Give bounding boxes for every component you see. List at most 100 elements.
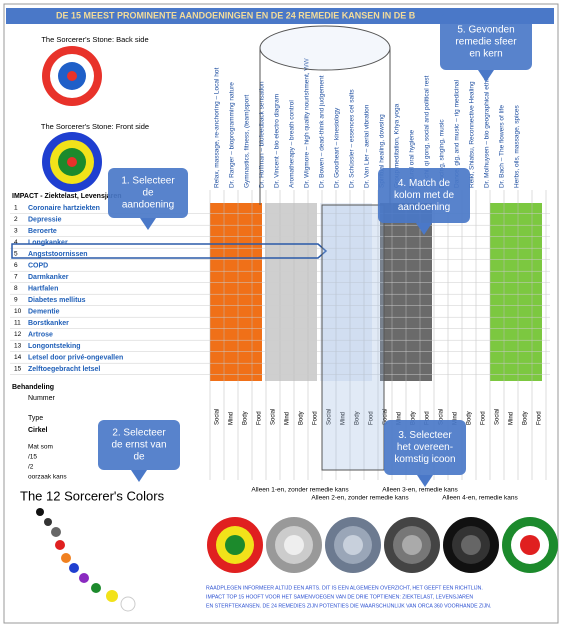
remedy-header: Dr. Wigmore – high quality nourishment, … — [304, 57, 311, 188]
column-block — [210, 203, 262, 381]
disease: Beroerte — [28, 228, 57, 235]
callout — [378, 168, 470, 223]
disease: Dementie — [28, 308, 60, 315]
callout-pointer — [417, 475, 433, 487]
sum-label: oorzaak kans — [28, 474, 67, 481]
callout-pointer — [478, 70, 494, 82]
type-label: Body — [523, 411, 529, 425]
stone-front — [42, 132, 102, 192]
type-label: Food — [313, 411, 319, 425]
callout-text: en kern — [469, 49, 502, 60]
disease: Hartfalen — [28, 285, 58, 292]
type-label: Food — [369, 411, 375, 425]
column-block — [490, 203, 542, 381]
type-label: Body — [467, 411, 473, 425]
type-label: Social — [383, 409, 389, 425]
cylinder — [259, 25, 391, 471]
row-number: 11 — [14, 320, 21, 327]
callout — [440, 14, 532, 70]
callout-text: 5. Gevonden — [457, 25, 514, 36]
type-label: Mind — [285, 412, 291, 425]
remedy-header: Natural oral hygiene — [409, 129, 416, 188]
circle-label: Alleen 3-en, remedie kans — [382, 487, 458, 494]
type-label: Body — [411, 411, 417, 425]
remedy-header: Aromatherapy – breath control — [289, 100, 296, 188]
remedy-header: Dr. Vincent – bio electro diagram — [274, 94, 281, 188]
callout-text: de — [142, 188, 154, 199]
callout-text: komstig icoon — [394, 454, 455, 465]
type-label: Food — [481, 411, 487, 425]
callout-text: 4. Match de — [398, 178, 451, 189]
remedy-header: Dr. Goodheart – kinesiology — [334, 107, 341, 188]
remedy-header: Spiritual healing, dowsing — [379, 114, 386, 188]
row-number: 1 — [14, 205, 18, 212]
disease: Letsel door privé-ongevallen — [28, 354, 123, 361]
remedy-header: Dance, gig, and music – rig medicinal — [454, 79, 461, 188]
type-label: Body — [355, 411, 361, 425]
type-label: Mind — [229, 412, 235, 425]
disease: Depressie — [28, 216, 62, 223]
remedy-header: Dr. Schüssler – essences cel salts — [349, 89, 356, 188]
callout — [384, 420, 466, 475]
sum-label: /2 — [28, 464, 34, 471]
remedy-circle — [225, 535, 245, 555]
type-label: Mind — [341, 412, 347, 425]
remedy-header: Gymnastics, fitness, (team)sport — [244, 95, 251, 188]
callout-pointer — [140, 218, 156, 230]
callout-text: remedie sfeer — [455, 37, 517, 48]
callout-text: 2. Selecteer — [112, 428, 166, 439]
sum-label: /15 — [28, 454, 37, 461]
row-number: 2 — [14, 216, 18, 223]
sum-label: Mat som — [28, 444, 53, 451]
disease: Zelftoegebracht letsel — [28, 366, 100, 373]
disease: Darmkanker — [28, 274, 69, 281]
type-label: Food — [257, 411, 263, 425]
row-number: 13 — [14, 343, 22, 350]
title: DE 15 MEEST PROMINENTE AANDOENINGEN EN D… — [56, 10, 416, 20]
column-block — [435, 203, 487, 381]
remedy-circle — [284, 535, 304, 555]
remedy-header: Herbs, oils, massage, spices — [514, 105, 521, 188]
table: Relax, massage, re-anchoring – Local hot… — [10, 57, 550, 481]
remedy-header: Dr. Bowen – dead-think and judgement — [319, 75, 326, 188]
disease: Diabetes mellitus — [28, 297, 86, 304]
disease: Longontsteking — [28, 343, 81, 350]
disease: Longkanker — [28, 239, 68, 246]
column-block — [320, 203, 372, 381]
remedy-header: Relax, massage, re-anchoring – Local hot — [214, 67, 221, 188]
row-number: 9 — [14, 297, 18, 304]
row-label: Type — [28, 415, 43, 422]
callout — [108, 168, 188, 218]
type-label: Social — [495, 409, 501, 425]
type-label: Social — [271, 409, 277, 425]
circle-label: Alleen 4-en, remedie kans — [442, 495, 518, 502]
callout-text: het overeen- — [397, 442, 453, 453]
type-label: Body — [299, 411, 305, 425]
row-number: 6 — [14, 262, 18, 269]
disease: Artrose — [28, 331, 53, 338]
remedy-header: Group meditation, Kriya yoga — [394, 103, 401, 188]
type-label: Mind — [397, 412, 403, 425]
row-number: 8 — [14, 285, 18, 292]
type-label: Food — [537, 411, 543, 425]
remedy-header: Tai chi, qi gong, social and political r… — [424, 75, 431, 188]
remedy-header: Reiki, Shiatsu, Reconnective Healing — [469, 81, 476, 188]
disease: Coronaire hartziekten — [28, 205, 100, 212]
colors-diagram — [36, 508, 136, 612]
type-label: Social — [215, 409, 221, 425]
type-label: Mind — [509, 412, 515, 425]
remedy-header: Dr. Molhuysen – bio geographical ethics — [484, 72, 491, 188]
row-number: 14 — [14, 354, 22, 361]
remedy-circle — [461, 535, 481, 555]
remedy-header: Dr. Van Lier – aerial vibration — [364, 104, 371, 188]
remedy-header: Dancing, singing, music — [439, 119, 446, 188]
remedy-header: Dr. Ranger – bioprogramming nature — [229, 82, 236, 188]
circle-label: Alleen 2-en, zonder remedie kans — [311, 495, 409, 502]
row-number: 10 — [14, 308, 22, 315]
callout-text: 1. Selecteer — [121, 176, 175, 187]
callout-text: aandoening — [122, 200, 174, 211]
callout-text: kolom met de — [394, 190, 454, 201]
stone-back — [42, 46, 102, 106]
